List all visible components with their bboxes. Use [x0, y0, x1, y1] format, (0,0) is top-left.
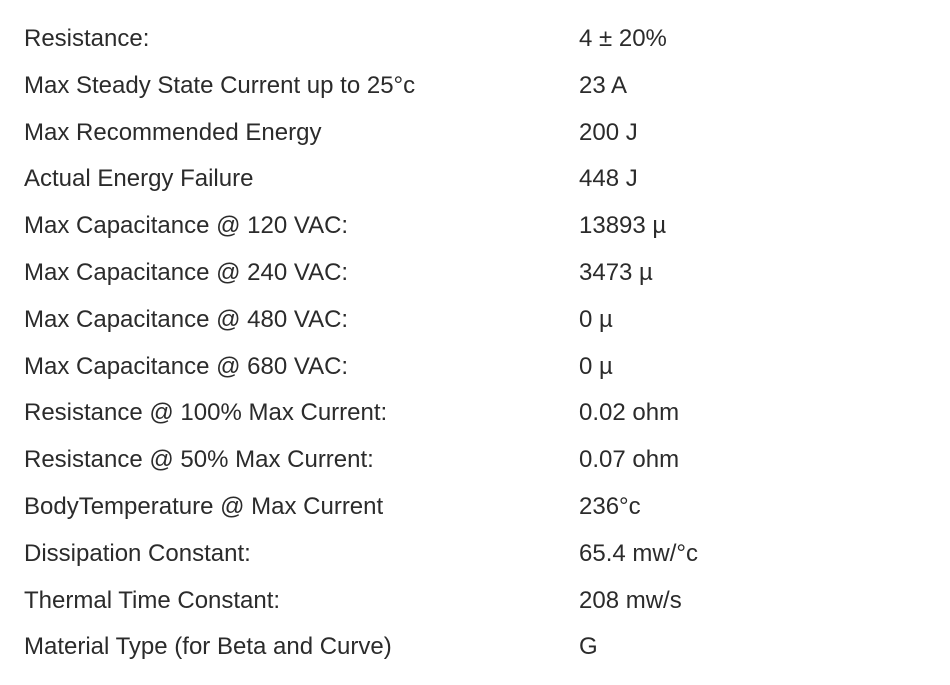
spec-label: Resistance @ 50% Max Current: [24, 437, 579, 484]
spec-value: 448 J [579, 156, 926, 203]
spec-row: Thermal Time Constant:208 mw/s [24, 578, 926, 625]
spec-row: Material Type (for Beta and Curve)G [24, 624, 926, 671]
spec-label: Max Capacitance @ 120 VAC: [24, 203, 579, 250]
spec-label: Max Capacitance @ 480 VAC: [24, 297, 579, 344]
spec-row: Max Capacitance @ 680 VAC:0 µ [24, 344, 926, 391]
spec-row: BodyTemperature @ Max Current236°c [24, 484, 926, 531]
spec-row: Max Steady State Current up to 25°c23 A [24, 63, 926, 110]
spec-label: Resistance @ 100% Max Current: [24, 390, 579, 437]
spec-value: 0.07 ohm [579, 437, 926, 484]
spec-value: 236°c [579, 484, 926, 531]
spec-value: 0 µ [579, 297, 926, 344]
spec-row: Resistance @ 50% Max Current:0.07 ohm [24, 437, 926, 484]
spec-value: 208 mw/s [579, 578, 926, 625]
spec-value: G [579, 624, 926, 671]
spec-label: Max Steady State Current up to 25°c [24, 63, 579, 110]
spec-row: Resistance:4 ± 20% [24, 16, 926, 63]
spec-row: Max Capacitance @ 120 VAC:13893 µ [24, 203, 926, 250]
spec-label: Thermal Time Constant: [24, 578, 579, 625]
spec-label: Max Capacitance @ 240 VAC: [24, 250, 579, 297]
spec-label: Actual Energy Failure [24, 156, 579, 203]
spec-value: 65.4 mw/°c [579, 531, 926, 578]
spec-row: Resistance @ 100% Max Current:0.02 ohm [24, 390, 926, 437]
spec-value: 4 ± 20% [579, 16, 926, 63]
spec-value: 0.02 ohm [579, 390, 926, 437]
spec-row: Max Capacitance @ 480 VAC:0 µ [24, 297, 926, 344]
spec-value: 200 J [579, 110, 926, 157]
spec-row: Max Recommended Energy200 J [24, 110, 926, 157]
spec-row: Dissipation Constant:65.4 mw/°c [24, 531, 926, 578]
spec-value: 23 A [579, 63, 926, 110]
spec-value: 13893 µ [579, 203, 926, 250]
spec-row: Max Capacitance @ 240 VAC:3473 µ [24, 250, 926, 297]
spec-value: 3473 µ [579, 250, 926, 297]
spec-label: Resistance: [24, 16, 579, 63]
spec-label: BodyTemperature @ Max Current [24, 484, 579, 531]
spec-label: Dissipation Constant: [24, 531, 579, 578]
spec-value: 0 µ [579, 344, 926, 391]
spec-table: Resistance:4 ± 20%Max Steady State Curre… [24, 16, 926, 671]
spec-label: Max Capacitance @ 680 VAC: [24, 344, 579, 391]
spec-row: Actual Energy Failure448 J [24, 156, 926, 203]
spec-label: Max Recommended Energy [24, 110, 579, 157]
spec-label: Material Type (for Beta and Curve) [24, 624, 579, 671]
